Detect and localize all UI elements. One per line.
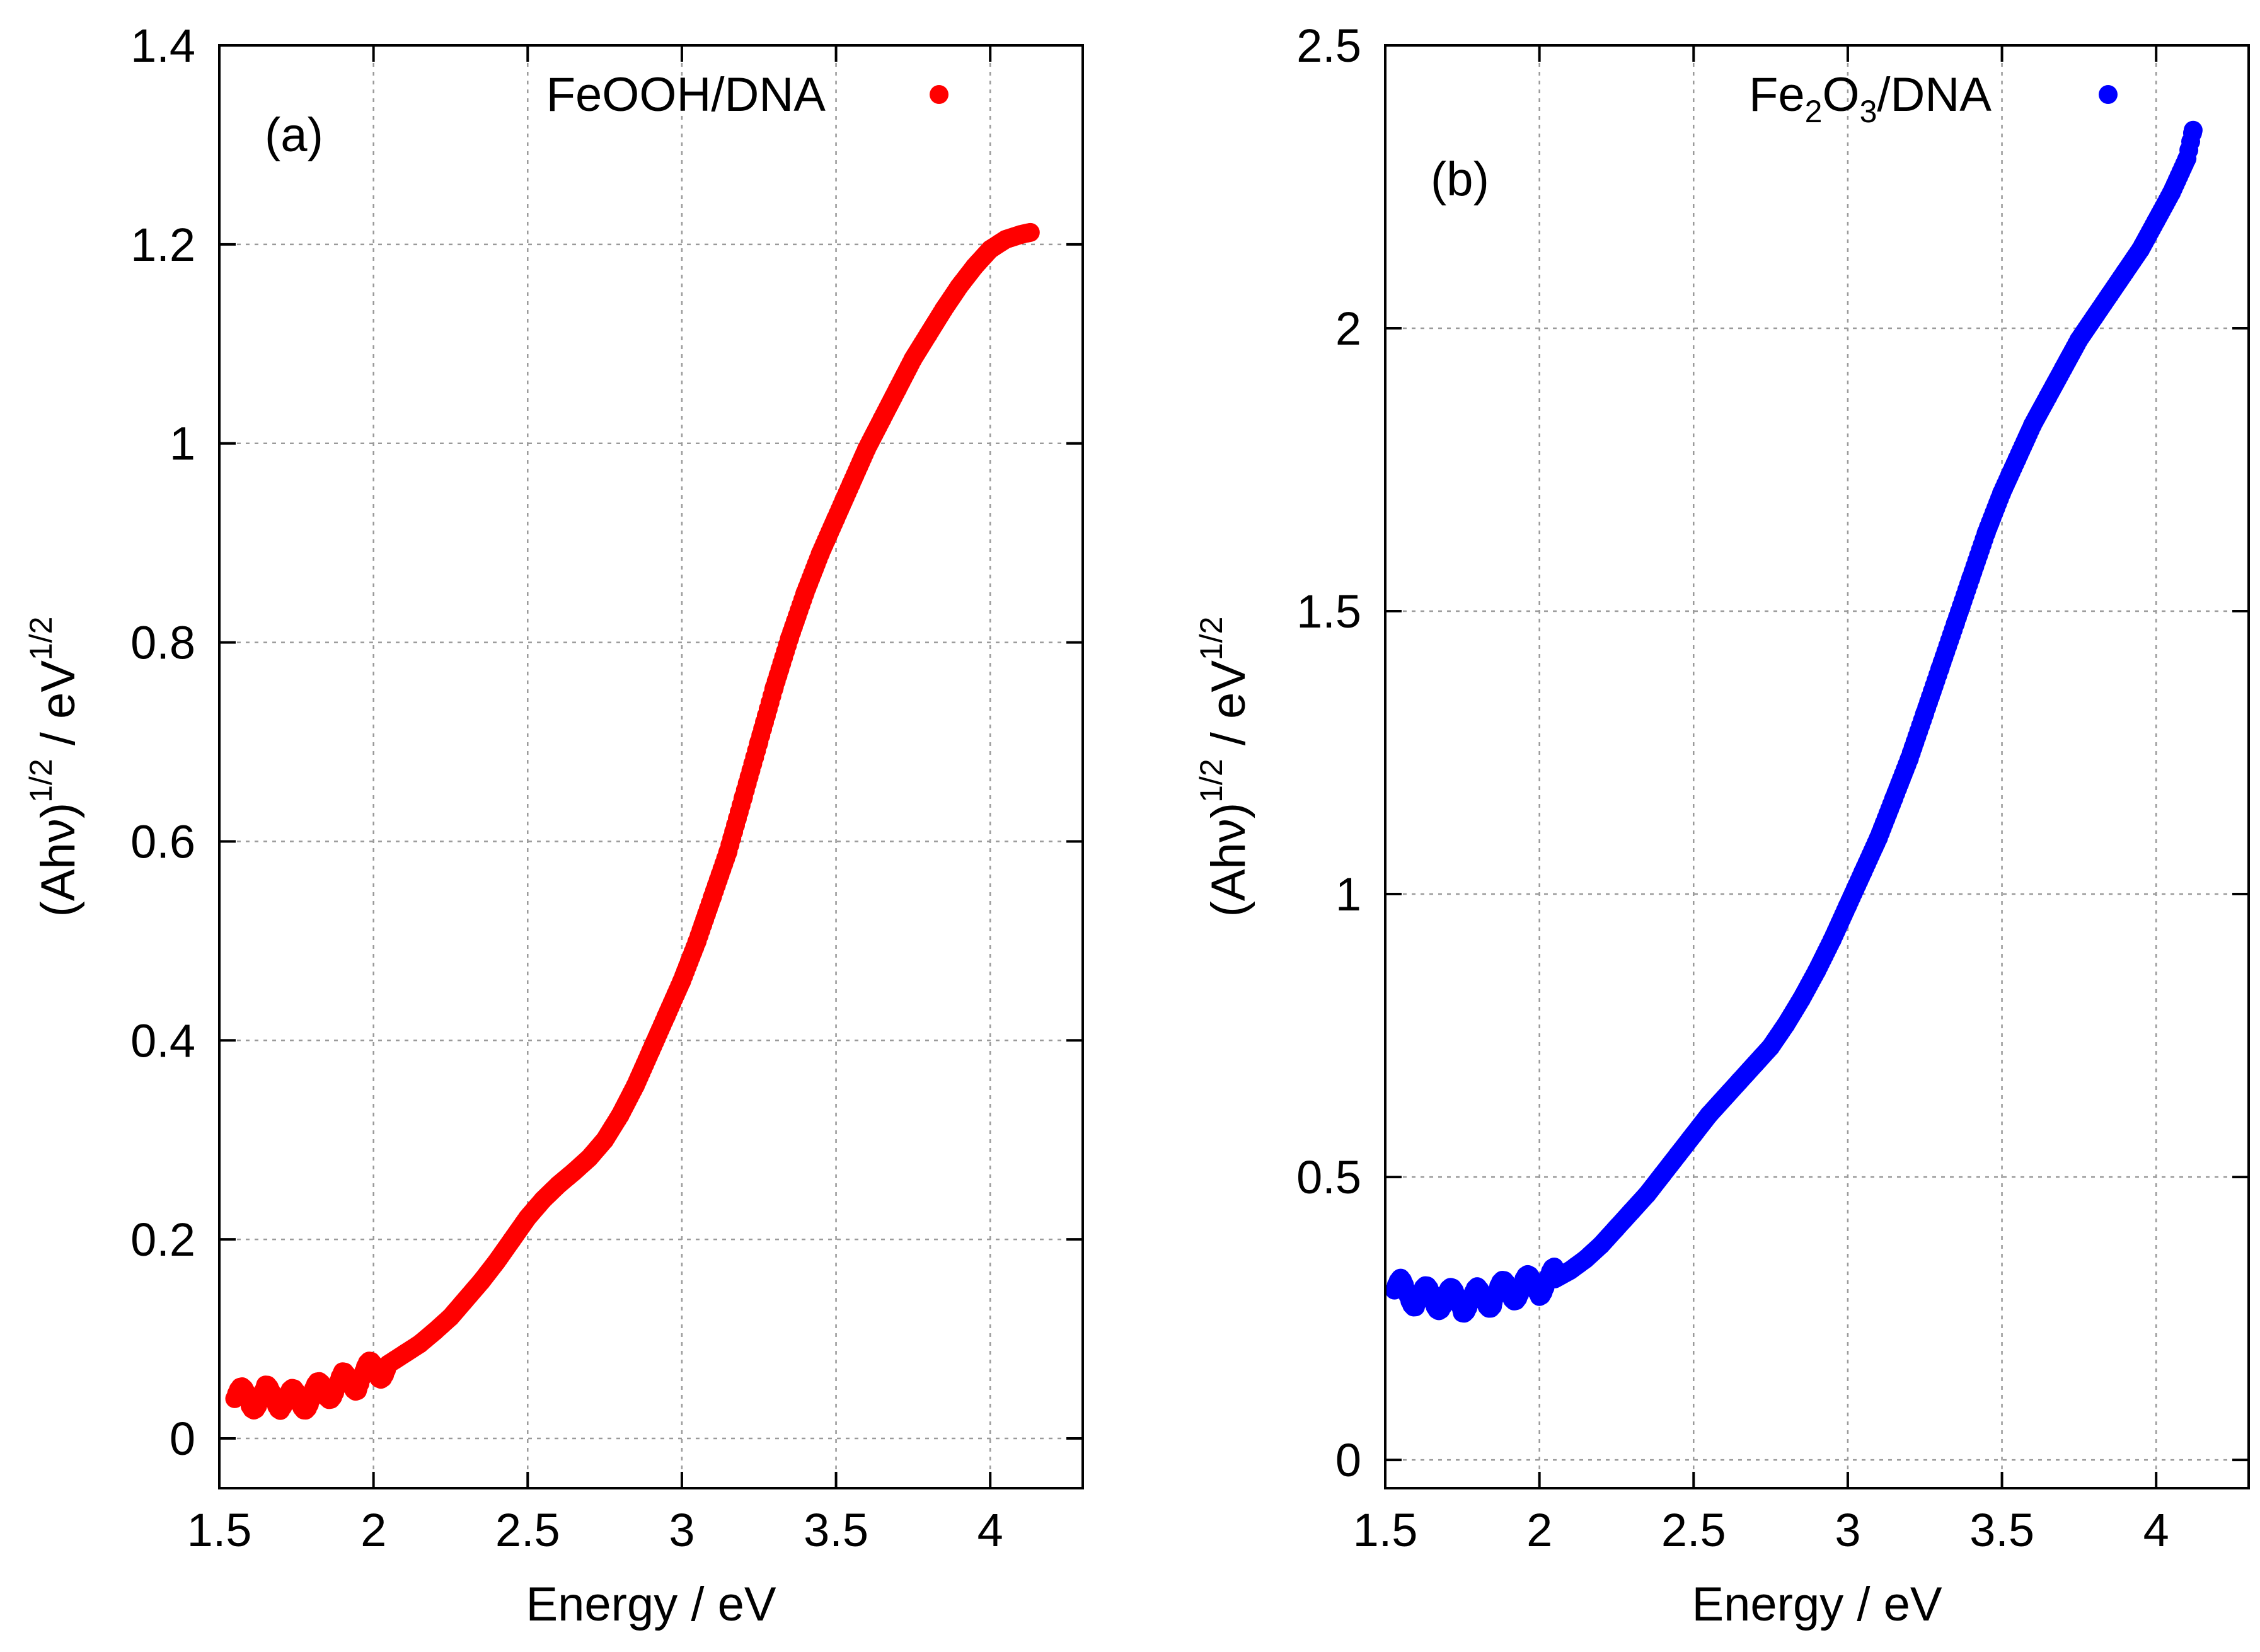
y-tick-label: 1.5 xyxy=(1296,585,1361,638)
x-tick-label: 2 xyxy=(1526,1504,1552,1556)
x-tick-label: 1.5 xyxy=(1353,1504,1418,1556)
x-tick-label: 3.5 xyxy=(804,1504,868,1556)
legend-marker xyxy=(2099,85,2118,104)
plot-frame xyxy=(1384,44,2250,1489)
y-tick-label: 0.5 xyxy=(1296,1151,1361,1203)
panel-b: 1.5 2 2.5 3 3.5 4 0 0.5 1 1.5 2 2.5 Energy / eV (Ahν)… xyxy=(1194,20,2250,1631)
y-tick-label: 1.4 xyxy=(130,20,195,72)
y-tick-label: 2.5 xyxy=(1296,20,1361,72)
x-tick-label: 2.5 xyxy=(1661,1504,1726,1556)
y-tick-label: 1.2 xyxy=(130,219,195,271)
y-tick-label: 0 xyxy=(170,1413,195,1465)
x-tick-label: 3 xyxy=(1835,1504,1860,1556)
data-point xyxy=(1020,222,1040,242)
plot-frame xyxy=(218,44,1084,1489)
y-tick-label: 0 xyxy=(1335,1434,1361,1486)
x-axis-title: Energy / eV xyxy=(526,1578,776,1631)
panel-a: 1.5 2 2.5 3 3.5 4 0 0.2 0.4 0.6 0.8 1 1.2 1.4 Energy /… xyxy=(23,20,1084,1631)
x-tick-label: 1.5 xyxy=(187,1504,252,1556)
y-axis-title: (Ahν)1/2 / eV1/2 xyxy=(23,617,85,917)
legend-marker xyxy=(930,85,948,104)
y-tick-label: 1 xyxy=(1335,868,1361,921)
y-tick-label: 0.8 xyxy=(130,617,195,669)
data-points xyxy=(1385,120,2203,1323)
x-tick-label: 3.5 xyxy=(1969,1504,2034,1556)
x-tick-label: 2.5 xyxy=(495,1504,560,1556)
x-tick-label: 3 xyxy=(669,1504,695,1556)
legend-label: Fe2O3/DNA xyxy=(1749,68,1992,129)
y-axis-title: (Ahν)1/2 / eV1/2 xyxy=(1194,617,1255,917)
y-tick-label: 0.6 xyxy=(130,815,195,868)
data-points xyxy=(225,222,1040,1420)
x-tick-label: 4 xyxy=(977,1504,1003,1556)
x-tick-label: 2 xyxy=(360,1504,386,1556)
legend-label: FeOOH/DNA xyxy=(546,68,826,122)
y-tick-label: 0.2 xyxy=(130,1213,195,1266)
y-tick-label: 1 xyxy=(170,418,195,470)
x-tick-label: 4 xyxy=(2143,1504,2169,1556)
x-axis-title: Energy / eV xyxy=(1692,1578,1942,1631)
y-tick-label: 0.4 xyxy=(130,1014,195,1067)
panel-label: (a) xyxy=(265,108,323,162)
y-tick-label: 2 xyxy=(1335,302,1361,355)
panel-label: (b) xyxy=(1431,152,1489,206)
data-point xyxy=(2183,120,2203,140)
